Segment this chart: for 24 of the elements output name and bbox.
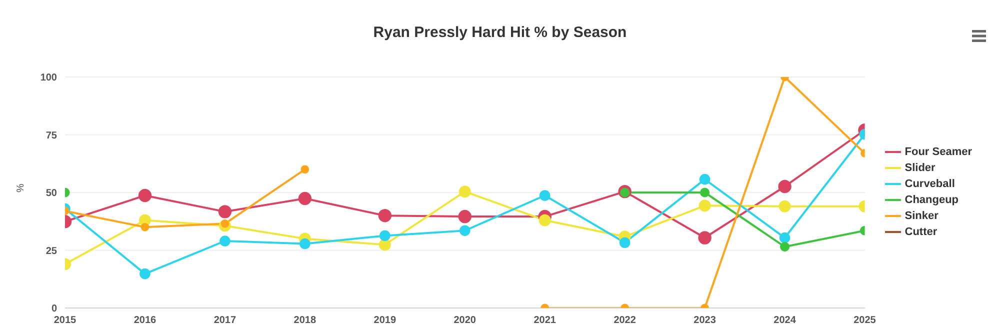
legend-label: Slider [904, 161, 936, 174]
x-tick-label: 2023 [694, 315, 716, 326]
legend-label: Sinker [904, 209, 938, 222]
legend-label: Four Seamer [904, 145, 972, 158]
x-tick-label: 2022 [614, 315, 636, 326]
x-tick-label: 2015 [54, 315, 77, 326]
y-tick-label: 0 [51, 304, 58, 315]
x-tick-label: 2020 [454, 315, 476, 326]
y-tick-label: 75 [46, 130, 58, 142]
y-tick-label: 50 [46, 188, 58, 200]
y-tick-label: 25 [46, 246, 58, 257]
y-axis-title: % [16, 184, 27, 192]
chart-title: Ryan Pressly Hard Hit % by Season [372, 23, 628, 43]
x-tick-label: 2017 [214, 315, 237, 326]
x-tick-label: 2019 [374, 315, 396, 326]
legend-label: Cutter [904, 225, 938, 238]
x-tick-label: 2021 [534, 315, 556, 326]
legend-label: Curveball [904, 177, 955, 190]
x-tick-label: 2016 [134, 315, 157, 326]
x-tick-label: 2025 [854, 315, 876, 326]
x-tick-label: 2018 [294, 315, 316, 326]
legend-label: Changeup [904, 193, 959, 206]
y-tick-label: 100 [40, 72, 58, 84]
x-tick-label: 2024 [774, 315, 796, 326]
